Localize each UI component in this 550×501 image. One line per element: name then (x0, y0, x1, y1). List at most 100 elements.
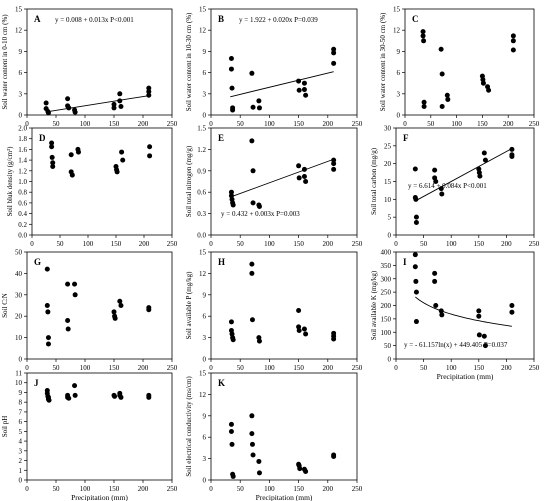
y-tick-label: 2.0 (18, 125, 27, 133)
data-point (510, 33, 516, 39)
x-tick-label: 250 (352, 485, 363, 493)
y-tick-label: 350 (381, 262, 392, 270)
data-point (228, 66, 234, 72)
data-point (413, 196, 419, 202)
x-tick-label: 100 (264, 485, 275, 493)
x-tick-label: 200 (138, 485, 149, 493)
data-point (228, 189, 234, 195)
x-tick-label: 200 (501, 240, 512, 248)
data-point (146, 89, 152, 95)
data-point (438, 186, 444, 192)
y-tick-label: 6 (19, 418, 23, 426)
data-point (230, 473, 236, 479)
data-point (65, 317, 71, 323)
x-axis-label: Precipitation (mm) (71, 493, 128, 501)
x-tick-label: 50 (427, 120, 435, 128)
data-point (420, 33, 426, 39)
plot-frame (404, 8, 535, 116)
fit-line (230, 71, 334, 98)
y-tick-label: 1.0 (18, 178, 27, 186)
y-tick-label: 150 (381, 315, 392, 323)
x-tick-label: 150 (293, 364, 304, 372)
data-point (45, 341, 51, 347)
data-point (256, 105, 262, 111)
x-tick-label: 150 (293, 120, 304, 128)
data-point (331, 157, 337, 163)
y-tick-label: 20 (384, 160, 392, 168)
x-tick-label: 100 (446, 364, 457, 372)
data-point (119, 149, 125, 155)
plot-frame (210, 127, 358, 236)
x-tick-label: 200 (323, 485, 334, 493)
panel-label: H (218, 257, 225, 267)
data-point (44, 303, 50, 308)
data-point (509, 154, 515, 160)
data-point (45, 110, 51, 116)
panel-f: 0 5 10 15 20 25 30 0 50 100 150 200 250 Soil total ca… (370, 125, 540, 249)
data-point (445, 96, 451, 102)
y-tick-label: 3 (19, 90, 23, 98)
y-tick-label: 0.3 (197, 210, 206, 218)
data-point (111, 101, 117, 107)
data-point (486, 87, 492, 93)
y-tick-label: 9 (19, 389, 23, 397)
data-point (296, 327, 302, 333)
data-point (49, 154, 55, 160)
x-tick-label: 200 (503, 120, 514, 128)
data-point (432, 278, 438, 284)
y-tick-label: 40 (15, 270, 23, 278)
y-tick-label: 6 (203, 434, 207, 442)
data-point (229, 441, 235, 447)
data-point (111, 105, 117, 111)
data-point (438, 308, 444, 314)
data-point (432, 270, 438, 276)
data-point (480, 80, 486, 86)
x-tick-label: 50 (53, 120, 61, 128)
x-tick-label: 0 (209, 364, 213, 372)
x-tick-label: 0 (403, 120, 407, 128)
y-tick-label: 10 (15, 379, 23, 387)
x-tick-label: 100 (80, 120, 91, 128)
y-tick-label: 7 (19, 408, 23, 416)
y-tick-label: 100 (381, 329, 392, 337)
data-point (228, 55, 234, 61)
y-tick-label: 9 (203, 412, 207, 420)
y-tick-label: 15 (15, 6, 23, 14)
data-point (413, 220, 419, 226)
data-point (412, 166, 418, 172)
data-point (412, 252, 418, 258)
regression-annotation: y = - 61.157ln(x) + 449.405 P=0.037 (404, 341, 508, 349)
y-tick-label: 30 (384, 125, 392, 133)
data-point (146, 92, 152, 98)
data-point (146, 307, 152, 313)
panel-label: B (218, 14, 224, 24)
plot-frame (26, 251, 173, 360)
plot-frame (210, 372, 358, 481)
data-point (229, 85, 235, 91)
y-tick-label: 1.4 (18, 157, 27, 165)
data-point (420, 29, 426, 35)
y-tick-label: 9 (19, 48, 23, 56)
y-tick-label: 3 (397, 90, 401, 98)
y-axis-label: Soil pH (1, 416, 9, 438)
data-point (44, 266, 50, 272)
y-tick-label: 6 (19, 69, 23, 77)
data-point (301, 174, 307, 180)
data-point (65, 96, 71, 102)
data-point (147, 144, 153, 150)
y-axis-label: Soil electrical conductivity (ms/cm) (185, 376, 193, 477)
data-point (303, 331, 309, 337)
y-tick-label: 0.2 (18, 221, 27, 229)
data-point (331, 46, 337, 52)
data-point (439, 104, 445, 110)
data-point (297, 466, 303, 472)
y-tick-label: 0 (397, 112, 401, 120)
plot-frame (210, 251, 358, 360)
y-tick-label: 15 (393, 6, 401, 14)
y-tick-label: 10 (15, 334, 23, 342)
data-point (509, 146, 515, 152)
regression-annotation: y = 0.008 + 0.013x P<0.001 (55, 16, 134, 24)
y-tick-label: 0.0 (197, 232, 206, 240)
